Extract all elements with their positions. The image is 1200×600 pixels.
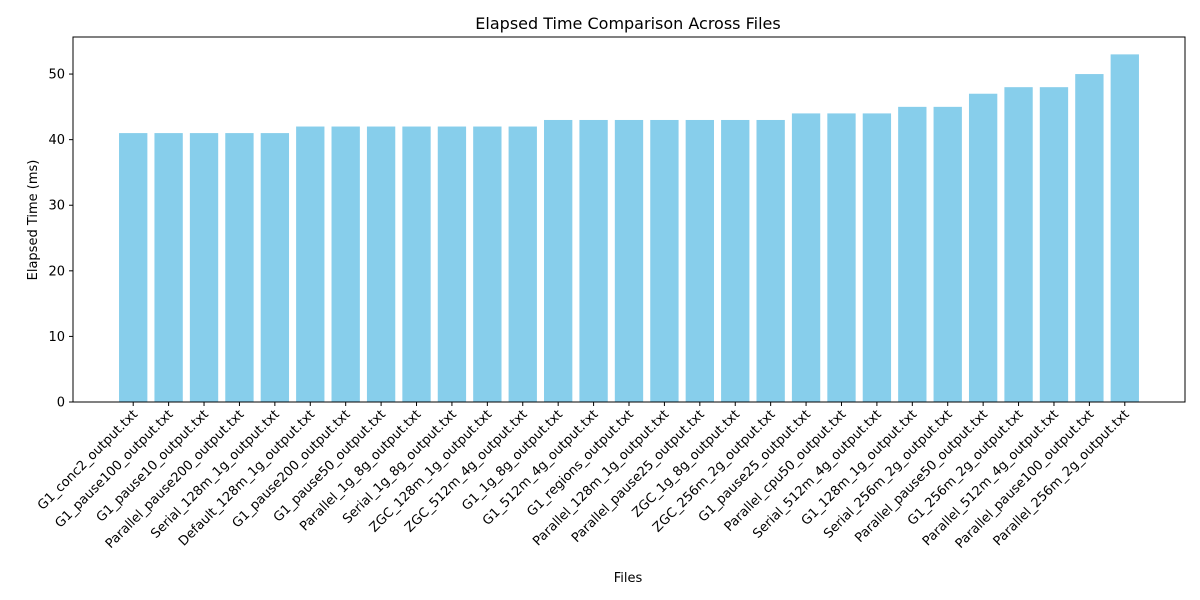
bar-g1-pause200-output-txt <box>331 126 360 402</box>
bar-serial-256m-2g-output-txt <box>933 106 962 402</box>
bar-g1-128m-1g-output-txt <box>898 106 927 402</box>
bar-parallel-pause100-output-txt <box>1075 74 1104 402</box>
bar-serial-1g-8g-output-txt <box>437 126 467 402</box>
bar-parallel-128m-1g-output-txt <box>650 119 679 402</box>
bar-zgc-512m-4g-output-txt <box>508 126 537 402</box>
bars-group <box>119 54 1139 403</box>
bar-g1-pause10-output-txt <box>189 133 219 402</box>
bar-parallel-pause200-output-txt <box>225 133 254 402</box>
bar-default-128m-1g-output-txt <box>296 126 325 402</box>
bar-zgc-128m-1g-output-txt <box>473 126 502 402</box>
bar-serial-512m-4g-output-txt <box>862 113 892 402</box>
y-axis-ticks: 0 10 20 30 40 50 <box>48 68 73 411</box>
bar-parallel-pause25-output-txt <box>685 119 714 402</box>
bar-parallel-512m-4g-output-txt <box>1039 87 1069 403</box>
y-axis-label: Elapsed Time (ms) <box>26 160 41 281</box>
bar-g1-256m-2g-output-txt <box>1004 87 1033 403</box>
bar-parallel-1g-8g-output-txt <box>402 126 431 402</box>
y-tick-label: 0 <box>57 396 65 411</box>
bar-g1-1g-8g-output-txt <box>544 119 573 402</box>
bar-g1-512m-4g-output-txt <box>579 119 608 402</box>
y-tick-label: 50 <box>48 68 65 83</box>
x-axis-label: Files <box>614 571 643 586</box>
bar-parallel-cpu50-output-txt <box>827 113 856 402</box>
bar-g1-pause25-output-txt <box>791 113 821 402</box>
y-tick-label: 30 <box>48 199 65 214</box>
chart-title: Elapsed Time Comparison Across Files <box>475 14 780 33</box>
bar-parallel-pause50-output-txt <box>968 93 998 402</box>
bar-zgc-256m-2g-output-txt <box>756 119 785 402</box>
bar-g1-pause100-output-txt <box>154 133 183 402</box>
bar-g1-pause50-output-txt <box>366 126 396 402</box>
y-tick-label: 10 <box>48 330 65 345</box>
bar-serial-128m-1g-output-txt <box>260 133 290 402</box>
y-tick-label: 40 <box>48 133 65 148</box>
bar-g1-conc2-output-txt <box>119 133 148 402</box>
y-tick-label: 20 <box>48 264 65 279</box>
bar-zgc-1g-8g-output-txt <box>721 119 750 402</box>
bar-parallel-256m-2g-output-txt <box>1110 54 1139 402</box>
bar-g1-regions-output-txt <box>614 119 644 402</box>
plot-frame <box>72 36 1186 403</box>
